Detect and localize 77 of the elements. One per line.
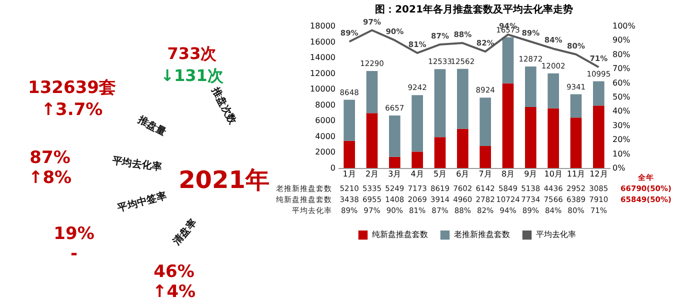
bar — [434, 137, 446, 168]
y2-tick-label: 0% — [612, 164, 626, 172]
y2-tick-label: 20% — [612, 135, 631, 144]
y2-tick-label: 70% — [612, 64, 631, 74]
text: 推盘次数 — [208, 84, 240, 128]
y-tick-label: 2000 — [315, 148, 336, 157]
text: 87% — [30, 148, 70, 168]
x-tick-label: 2月 — [365, 170, 379, 178]
bar — [389, 156, 400, 168]
bar — [548, 108, 559, 168]
bar — [525, 106, 536, 168]
x-tick-label: 3月 — [388, 170, 402, 178]
text: ↑4% — [152, 282, 196, 302]
bar — [366, 71, 378, 114]
y-tick-label: 12000 — [310, 68, 336, 78]
x-tick-label: 10月 — [544, 170, 562, 178]
y2-tick-label: 40% — [612, 106, 631, 116]
y-tick-label: 16000 — [310, 37, 336, 46]
text: 2021年 — [178, 166, 270, 194]
bar — [570, 118, 582, 168]
x-tick-label: 7月 — [478, 170, 492, 178]
y2-tick-label: 50% — [612, 92, 631, 102]
y2-tick-label: 10% — [612, 149, 631, 158]
y2-tick-label: 60% — [612, 78, 631, 88]
text: 平均中签率 — [115, 190, 168, 215]
bar — [412, 152, 423, 168]
text: 733次 — [167, 44, 218, 63]
text: ↑8% — [28, 168, 72, 188]
bar — [548, 73, 559, 108]
bar — [457, 68, 468, 129]
text: - — [70, 244, 78, 264]
x-tick-label: 12月 — [590, 170, 608, 178]
y-tick-label: 6000 — [315, 116, 336, 126]
y2-tick-label: 80% — [612, 50, 631, 59]
y-tick-label: 8000 — [315, 100, 336, 110]
bar — [457, 128, 468, 168]
x-tick-label: 11月 — [566, 170, 586, 178]
bar — [593, 106, 604, 168]
bar — [434, 69, 446, 138]
bar — [480, 98, 491, 146]
y2-tick-label: 30% — [612, 120, 631, 130]
x-tick-label: 4月 — [410, 170, 424, 178]
text: ↑3.7% — [41, 100, 103, 120]
text: ↓131次 — [160, 66, 224, 85]
y-tick-label: 4000 — [315, 132, 336, 141]
x-tick-label: 6月 — [456, 170, 470, 178]
bar — [502, 37, 514, 84]
bar — [412, 95, 423, 152]
bar — [570, 94, 582, 118]
y2-tick-label: 90% — [612, 36, 631, 45]
legend-label: 老推新推盘套数 — [454, 230, 510, 240]
x-tick-label: 8月 — [501, 170, 515, 178]
chart-title: 图：2021年各月推盘套数及平均去化率走势 — [375, 3, 573, 16]
x-tick-label: 1月 — [342, 170, 356, 178]
text: 132639套 — [28, 78, 116, 98]
bar — [389, 115, 400, 157]
y-tick-label: 18000 — [310, 22, 336, 30]
y2-tick-label: 100% — [612, 22, 636, 30]
bar — [366, 113, 378, 168]
bar — [525, 66, 536, 107]
bar — [344, 140, 355, 168]
text: 46% — [154, 262, 194, 282]
x-tick-label: 5月 — [433, 170, 447, 178]
bar — [502, 83, 514, 168]
bar — [480, 146, 491, 168]
text: 清盘率 — [170, 216, 200, 248]
text: 推盘量 — [135, 113, 168, 138]
y-tick-label: 14000 — [310, 53, 336, 62]
y-tick-label: 0 — [330, 164, 336, 172]
y-tick-label: 10000 — [310, 84, 336, 94]
text: 19% — [54, 224, 94, 244]
legend-label: 纯新盘推盘套数 — [372, 230, 428, 240]
text: 平均去化率 — [110, 154, 163, 174]
legend-label: 平均去化率 — [536, 230, 576, 240]
bar — [593, 81, 604, 106]
x-tick-label: 9月 — [524, 170, 538, 178]
bar — [344, 100, 355, 141]
